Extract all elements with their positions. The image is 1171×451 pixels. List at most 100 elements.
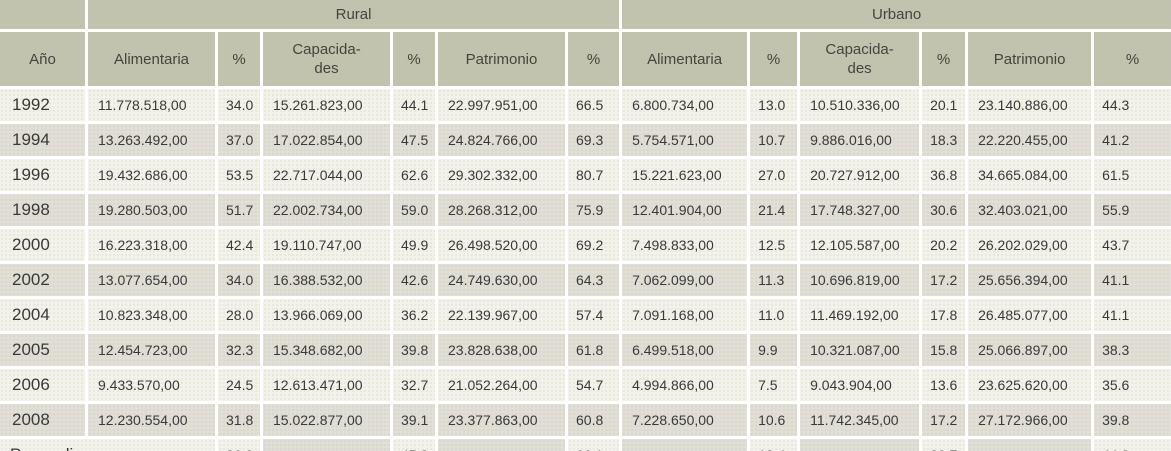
column-header: Capacida- des [263, 32, 390, 86]
pct-cell: 10.6 [750, 404, 798, 436]
pct-cell: 7.5 [750, 369, 798, 401]
group-header-row: Rural Urbano [0, 0, 1171, 29]
pct-cell: 32.3 [218, 334, 260, 366]
year-cell: 1992 [0, 89, 85, 121]
year-cell: 2004 [0, 299, 85, 331]
pct-cell: 62.6 [393, 159, 435, 191]
column-header: Patrimonio [968, 32, 1092, 86]
footer-pct-cell: 66.1 [568, 439, 620, 451]
table-row: 2008 12.230.554,00 31.8 15.022.877,00 39.1 23… [0, 404, 1171, 436]
pct-cell: 42.6 [393, 264, 435, 296]
value-cell: 13.263.492,00 [88, 124, 215, 156]
column-header: % [750, 32, 798, 86]
value-cell: 26.202.029,00 [968, 229, 1092, 261]
pct-cell: 39.8 [393, 334, 435, 366]
value-cell: 15.022.877,00 [263, 404, 390, 436]
pct-cell: 17.2 [922, 404, 966, 436]
pct-cell: 69.2 [568, 229, 620, 261]
group-header-rural: Rural [88, 0, 620, 29]
value-cell: 24.749.630,00 [438, 264, 565, 296]
value-cell: 7.091.168,00 [622, 299, 748, 331]
pct-cell: 54.7 [568, 369, 620, 401]
corner-cell [0, 0, 85, 29]
column-header: % [922, 32, 966, 86]
pct-cell: 44.1 [393, 89, 435, 121]
value-cell: 15.261.823,00 [263, 89, 390, 121]
value-cell: 25.656.394,00 [968, 264, 1092, 296]
year-cell: 2006 [0, 369, 85, 401]
footer-pct-cell: 45.3 [393, 439, 435, 451]
value-cell: 22.997.951,00 [438, 89, 565, 121]
pct-cell: 28.0 [218, 299, 260, 331]
value-cell: 13.966.069,00 [263, 299, 390, 331]
year-cell: 2002 [0, 264, 85, 296]
pct-cell: 10.7 [750, 124, 798, 156]
pct-cell: 80.7 [568, 159, 620, 191]
footer-empty-cell [968, 439, 1092, 451]
pct-cell: 53.5 [218, 159, 260, 191]
column-header: Alimentaria [88, 32, 215, 86]
footer-pct-cell: 13.4 [750, 439, 798, 451]
pct-cell: 43.7 [1094, 229, 1171, 261]
value-cell: 21.052.264,00 [438, 369, 565, 401]
column-header: Alimentaria [622, 32, 748, 86]
pct-cell: 42.4 [218, 229, 260, 261]
footer-pct-cell: 44.2 [1094, 439, 1171, 451]
column-header: % [568, 32, 620, 86]
pct-cell: 44.3 [1094, 89, 1171, 121]
footer-empty-cell [800, 439, 920, 451]
value-cell: 22.220.455,00 [968, 124, 1092, 156]
pct-cell: 75.9 [568, 194, 620, 226]
column-header-row: Año Alimentaria % Capacida- des % Patrim… [0, 32, 1171, 86]
value-cell: 27.172.966,00 [968, 404, 1092, 436]
value-cell: 7.062.099,00 [622, 264, 748, 296]
value-cell: 17.748.327,00 [800, 194, 920, 226]
value-cell: 22.002.734,00 [263, 194, 390, 226]
pct-cell: 61.8 [568, 334, 620, 366]
table-row: 1998 19.280.503,00 51.7 22.002.734,00 59.0 28… [0, 194, 1171, 226]
column-header: % [393, 32, 435, 86]
value-cell: 32.403.021,00 [968, 194, 1092, 226]
pct-cell: 32.7 [393, 369, 435, 401]
column-header: % [1094, 32, 1171, 86]
column-header: % [218, 32, 260, 86]
pct-cell: 20.2 [922, 229, 966, 261]
pct-cell: 34.0 [218, 264, 260, 296]
pct-cell: 69.3 [568, 124, 620, 156]
value-cell: 19.432.686,00 [88, 159, 215, 191]
value-cell: 13.077.654,00 [88, 264, 215, 296]
pct-cell: 31.8 [218, 404, 260, 436]
value-cell: 15.221.623,00 [622, 159, 748, 191]
pct-cell: 59.0 [393, 194, 435, 226]
value-cell: 22.139.967,00 [438, 299, 565, 331]
table-row: 1992 11.778.518,00 34.0 15.261.823,00 44.1 22… [0, 89, 1171, 121]
pct-cell: 11.0 [750, 299, 798, 331]
value-cell: 34.665.084,00 [968, 159, 1092, 191]
table-footer: Promedios36.9 45.3 66.1 13.4 20.7 44.2 [0, 439, 1171, 451]
pct-cell: 51.7 [218, 194, 260, 226]
pct-cell: 57.4 [568, 299, 620, 331]
value-cell: 26.485.077,00 [968, 299, 1092, 331]
value-cell: 17.022.854,00 [263, 124, 390, 156]
value-cell: 6.499.518,00 [622, 334, 748, 366]
pct-cell: 61.5 [1094, 159, 1171, 191]
value-cell: 9.433.570,00 [88, 369, 215, 401]
value-cell: 23.377.863,00 [438, 404, 565, 436]
pct-cell: 35.6 [1094, 369, 1171, 401]
pct-cell: 36.8 [922, 159, 966, 191]
pct-cell: 18.3 [922, 124, 966, 156]
value-cell: 11.469.192,00 [800, 299, 920, 331]
value-cell: 28.268.312,00 [438, 194, 565, 226]
pct-cell: 24.5 [218, 369, 260, 401]
table-row: 1994 13.263.492,00 37.0 17.022.854,00 47.5 24… [0, 124, 1171, 156]
value-cell: 23.140.886,00 [968, 89, 1092, 121]
value-cell: 10.823.348,00 [88, 299, 215, 331]
value-cell: 23.828.638,00 [438, 334, 565, 366]
value-cell: 10.321.087,00 [800, 334, 920, 366]
pct-cell: 11.3 [750, 264, 798, 296]
value-cell: 7.498.833,00 [622, 229, 748, 261]
pct-cell: 36.2 [393, 299, 435, 331]
pct-cell: 37.0 [218, 124, 260, 156]
